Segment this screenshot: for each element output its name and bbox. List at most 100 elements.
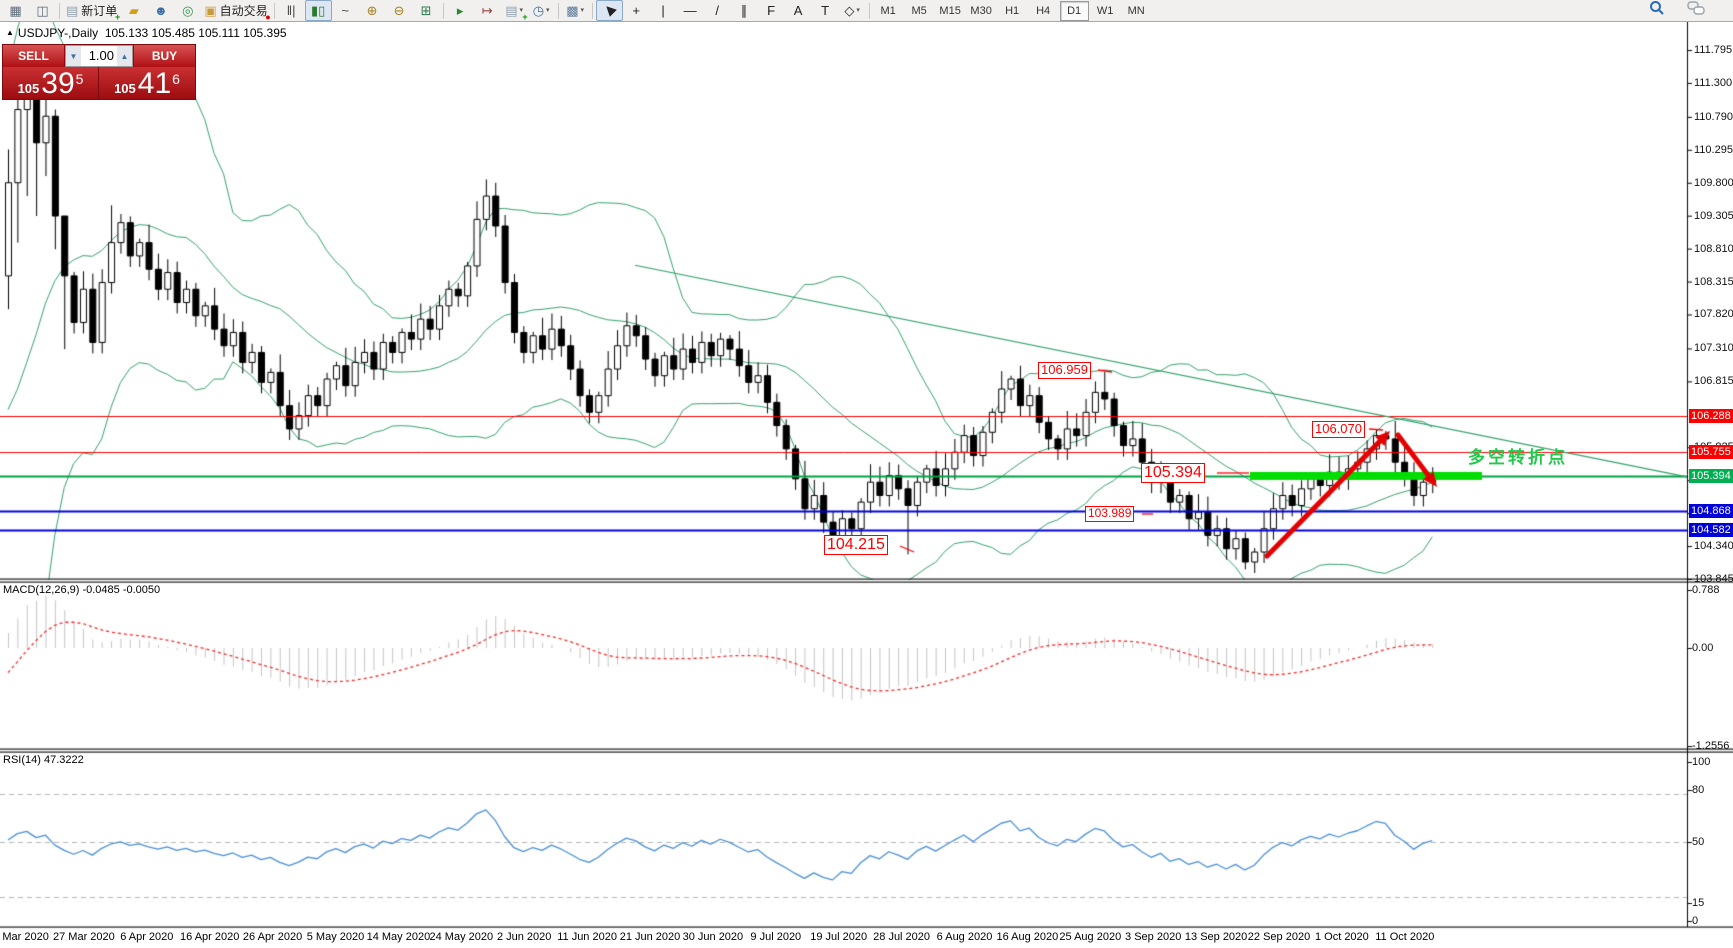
sell-button[interactable]: SELL bbox=[3, 45, 65, 67]
bar-chart-icon: ‖| bbox=[286, 3, 296, 18]
terminal-profile-icon[interactable]: ☻ bbox=[147, 0, 174, 21]
zoom-in-icon[interactable]: ⊕ bbox=[359, 0, 386, 21]
toolbar-separator bbox=[442, 2, 444, 19]
sell-price[interactable]: 105 39 5 bbox=[3, 67, 99, 99]
auto-scroll-icon: ▸ bbox=[456, 3, 464, 18]
chart-window-icon[interactable]: ▦ bbox=[2, 0, 29, 21]
price-axis[interactable] bbox=[1687, 22, 1733, 927]
toolbar-separator bbox=[868, 2, 870, 19]
timeframe-button-H1[interactable]: H1 bbox=[1005, 4, 1020, 17]
time-axis[interactable] bbox=[0, 927, 1687, 948]
new-chart-badge-icon: + bbox=[522, 12, 528, 22]
chart-header: ▲ USDJPY-,Daily 105.133 105.485 105.111 1… bbox=[6, 26, 287, 40]
market-watch-icon[interactable]: ◫ bbox=[29, 0, 56, 21]
chat-icon[interactable] bbox=[1687, 0, 1705, 21]
new-order-badge-icon: + bbox=[115, 12, 121, 22]
text-label-icon[interactable]: T bbox=[812, 0, 839, 21]
volume-input[interactable]: 1.00 bbox=[88, 48, 114, 63]
new-chart-icon[interactable]: ▤ + ▾ bbox=[501, 0, 528, 22]
one-click-trade-panel: SELL ▼ 1.00 ▲ BUY 105 39 5 105 41 6 bbox=[2, 44, 196, 100]
timeframe-button-H4[interactable]: H4 bbox=[1036, 4, 1051, 17]
autotrade-label: 自动交易 bbox=[219, 3, 268, 18]
buy-button[interactable]: BUY bbox=[133, 45, 195, 67]
signals-icon: ◎ bbox=[182, 3, 194, 18]
line-chart-icon[interactable]: ~ bbox=[332, 0, 359, 21]
cursor-icon: ▶ bbox=[600, 1, 618, 20]
candle-chart-icon: ▮▯ bbox=[310, 3, 326, 18]
candle-chart-icon[interactable]: ▮▯ bbox=[304, 0, 332, 21]
equidistant-channel-icon: ∥ bbox=[740, 3, 748, 18]
buy-price[interactable]: 105 41 6 bbox=[99, 67, 195, 99]
styles-brush-icon: ▰ bbox=[128, 3, 139, 18]
volume-up-button[interactable]: ▲ bbox=[117, 46, 132, 66]
fibonacci-icon[interactable]: F bbox=[758, 0, 785, 21]
market-watch-icon: ◫ bbox=[36, 3, 49, 18]
trendline-icon[interactable]: / bbox=[704, 0, 731, 21]
horizontal-line-icon[interactable]: — bbox=[677, 0, 704, 21]
search-icon[interactable] bbox=[1649, 0, 1665, 21]
crosshair-icon: + bbox=[632, 3, 640, 18]
sell-price-sup: 5 bbox=[75, 71, 84, 87]
sell-price-big: 39 bbox=[41, 66, 75, 100]
autotrade-badge-icon: ● bbox=[265, 12, 271, 22]
signals-icon[interactable]: ◎ bbox=[174, 0, 201, 21]
template-icon[interactable]: ▩ ▾ bbox=[562, 0, 589, 21]
arrows-shapes-caret-icon: ▾ bbox=[856, 7, 860, 14]
horizontal-line-icon: — bbox=[683, 3, 697, 18]
buy-price-sup: 6 bbox=[172, 71, 180, 87]
line-chart-icon: ~ bbox=[341, 3, 349, 18]
toolbar-separator bbox=[591, 2, 593, 19]
terminal-profile-icon: ☻ bbox=[153, 3, 168, 18]
cursor-icon[interactable]: ▶ bbox=[595, 0, 623, 21]
new-order-icon: ▤ bbox=[66, 3, 79, 18]
new-order-button[interactable]: ▤ + 新订单 bbox=[63, 0, 121, 22]
new-chart-icon: ▤ bbox=[505, 3, 518, 18]
chart-symbol-title: USDJPY-,Daily bbox=[17, 26, 99, 40]
chart-canvas[interactable] bbox=[0, 22, 1733, 948]
timeframe-button-W1[interactable]: W1 bbox=[1096, 4, 1114, 17]
zoom-out-icon: ⊖ bbox=[393, 3, 405, 18]
styles-brush-icon[interactable]: ▰ bbox=[120, 0, 147, 21]
arrows-shapes-icon[interactable]: ◇ ▾ bbox=[839, 0, 866, 21]
zoom-out-icon[interactable]: ⊖ bbox=[386, 0, 413, 21]
bar-chart-icon[interactable]: ‖| bbox=[278, 0, 305, 21]
autotrade-icon: ▣ bbox=[204, 3, 217, 18]
period-clock-icon: ◷ bbox=[532, 3, 545, 18]
toolbar-separator bbox=[557, 2, 559, 19]
trendline-icon: / bbox=[715, 3, 719, 18]
fibonacci-icon: F bbox=[767, 3, 776, 18]
zoom-in-icon: ⊕ bbox=[366, 3, 378, 18]
timeframe-button-M15[interactable]: M15 bbox=[939, 4, 961, 17]
autotrade-button[interactable]: ▣ ● 自动交易 bbox=[201, 0, 271, 22]
tile-windows-icon[interactable]: ⊞ bbox=[413, 0, 440, 21]
arrows-shapes-icon: ◇ bbox=[844, 3, 855, 18]
chart-ohlc-values: 105.133 105.485 105.111 105.395 bbox=[104, 26, 287, 40]
template-caret-icon: ▾ bbox=[580, 7, 585, 14]
sell-price-prefix: 105 bbox=[17, 81, 40, 96]
timeframe-button-M1[interactable]: M1 bbox=[880, 4, 896, 17]
template-icon: ▩ bbox=[566, 3, 579, 18]
equidistant-channel-icon[interactable]: ∥ bbox=[731, 0, 758, 21]
timeframe-button-M5[interactable]: M5 bbox=[911, 4, 927, 17]
crosshair-icon[interactable]: + bbox=[623, 0, 650, 21]
vertical-line-icon[interactable]: | bbox=[650, 0, 677, 21]
auto-scroll-icon[interactable]: ▸ bbox=[447, 0, 474, 21]
new-chart-caret-icon: ▾ bbox=[519, 7, 524, 14]
text-label-icon: T bbox=[821, 3, 830, 18]
timeframe-button-D1[interactable]: D1 bbox=[1059, 0, 1089, 21]
timeframe-button-MN[interactable]: MN bbox=[1127, 4, 1145, 17]
volume-stepper: ▼ 1.00 ▲ bbox=[65, 45, 133, 67]
text-icon[interactable]: A bbox=[785, 0, 812, 21]
toolbar-separator bbox=[273, 2, 275, 19]
chart-shift-icon: ↦ bbox=[481, 3, 493, 18]
period-clock-icon[interactable]: ◷ ▾ bbox=[528, 0, 555, 21]
chart-shift-icon[interactable]: ↦ bbox=[474, 0, 501, 21]
collapse-panel-arrow[interactable]: ▲ bbox=[6, 28, 14, 37]
new-order-label: 新订单 bbox=[81, 3, 118, 18]
vertical-line-icon: | bbox=[661, 3, 665, 18]
buy-price-prefix: 105 bbox=[114, 81, 136, 96]
text-icon: A bbox=[793, 3, 803, 18]
volume-down-button[interactable]: ▼ bbox=[66, 46, 81, 66]
toolbar-separator bbox=[59, 2, 60, 19]
timeframe-button-M30[interactable]: M30 bbox=[970, 4, 992, 17]
